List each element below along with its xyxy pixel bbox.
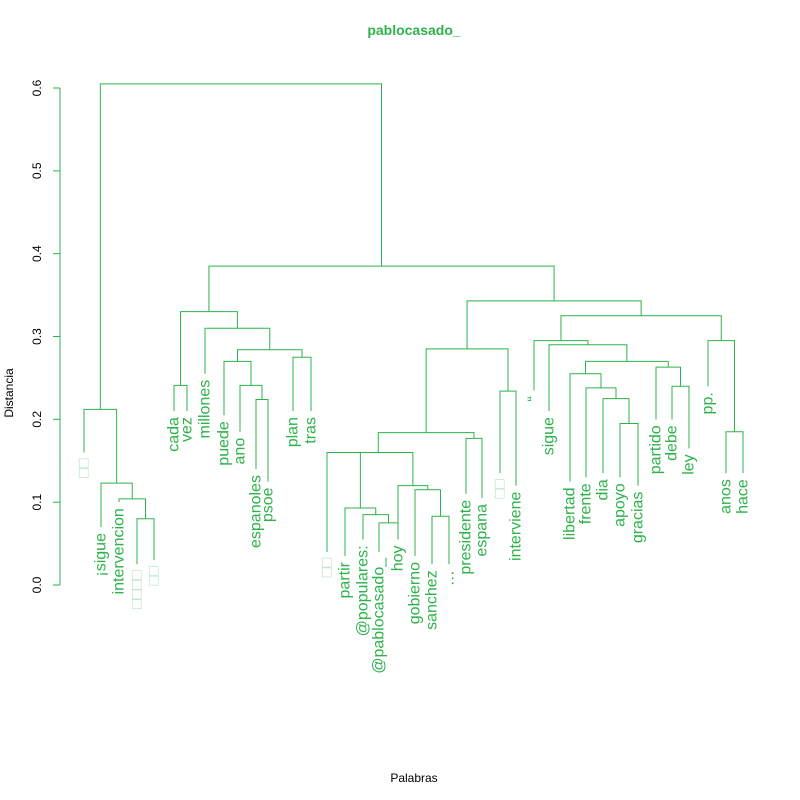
dendrogram-link: [619, 422, 639, 486]
dendrogram-link: [499, 390, 517, 486]
leaf-label: presidente: [458, 500, 475, 575]
y-tick-label: 0.0: [30, 576, 44, 593]
y-tick-label: 0.3: [30, 328, 44, 345]
leaf-label: “: [526, 396, 543, 401]
dendrogram-link: [725, 431, 744, 474]
dendrogram-link: [707, 340, 735, 432]
y-axis: 0.0 0.1 0.2 0.3 0.4 0.5 0.6: [30, 79, 61, 593]
dendrogram-link: [431, 515, 450, 565]
leaf-label: intervencion: [111, 508, 128, 594]
leaf-label: apoyo: [612, 483, 629, 527]
leaf-label: partido: [648, 425, 665, 474]
leaf-label: ano: [232, 438, 249, 465]
leaf-label: libertad: [562, 487, 579, 539]
dendrogram-link: [602, 398, 630, 474]
dendrogram-link: [208, 265, 555, 312]
leaf-label: espana: [474, 504, 491, 557]
y-axis-label: Distancia: [2, 368, 16, 418]
y-tick-label: 0.2: [30, 411, 44, 428]
leaf-label: millones: [197, 380, 214, 439]
dendrogram-link: [397, 485, 429, 540]
dendrogram-link: [255, 398, 269, 482]
dendrogram-link: [655, 366, 681, 420]
leaf-label: □□: [492, 479, 509, 499]
y-tick-label: 0.6: [30, 79, 44, 96]
leaf-label: gracias: [630, 492, 647, 544]
y-tick-label: 0.4: [30, 245, 44, 262]
dendrogram-link: [362, 514, 389, 540]
y-tick-label: 0.5: [30, 162, 44, 179]
leaf-label: anos: [718, 479, 735, 514]
leaf-label: puede: [216, 421, 233, 466]
dendrogram-link: [180, 311, 238, 386]
leaf-label: plan: [285, 417, 302, 447]
leaf-label: □□□□: [129, 570, 146, 609]
leaf-label: sanchez: [424, 570, 441, 630]
dendrogram-link: [223, 360, 252, 416]
leaf-label: ¡sigue: [93, 533, 110, 577]
dendrogram-link: [343, 451, 414, 486]
leaf-label: pp.: [700, 392, 717, 414]
dendrogram-link: [204, 327, 271, 374]
dendrogram-link: [465, 437, 483, 499]
dendrogram-link: [548, 344, 628, 412]
leaf-label: □□: [76, 458, 93, 478]
leaf-label: espanoles: [248, 475, 265, 548]
leaf-label: interviene: [508, 491, 525, 560]
leaf-label: partir: [337, 561, 354, 598]
x-axis-label: Palabras: [390, 771, 437, 785]
leaf-label: tras: [303, 417, 320, 444]
dendrogram-link: [99, 83, 383, 410]
leaf-label: @populares:: [355, 545, 372, 636]
dendrogram-link: [239, 384, 263, 432]
dendrogram-links: [83, 83, 744, 565]
dendrogram-link: [585, 387, 617, 478]
leaf-label: hace: [735, 479, 752, 514]
leaf-label: sigue: [541, 417, 558, 455]
leaf-label: @pablocasado_: [371, 557, 388, 674]
dendrogram-link: [425, 348, 509, 433]
leaf-label: □□: [319, 558, 336, 578]
dendrogram-link: [414, 489, 441, 557]
leaf-label: debe: [664, 425, 681, 461]
chart-title: pablocasado_: [367, 22, 461, 38]
leaf-label: gobierno: [407, 562, 424, 624]
leaf-label: dia: [595, 479, 612, 500]
dendrogram-link: [173, 384, 188, 412]
dendrogram-link: [237, 349, 303, 362]
y-tick-label: 0.1: [30, 494, 44, 511]
leaf-label: ley: [681, 454, 698, 474]
dendrogram-link: [136, 518, 155, 565]
leaf-label: frente: [578, 483, 595, 524]
dendrogram-link: [466, 300, 642, 349]
leaf-label: cada: [166, 417, 183, 452]
leaf-label: vez: [179, 417, 196, 442]
leaf-label: psoe: [260, 487, 277, 522]
dendrogram-link: [377, 432, 475, 453]
dendrogram-link: [560, 315, 722, 341]
leaf-label: □□: [146, 566, 163, 586]
leaf-label: …: [441, 570, 458, 586]
leaf-label: hoy: [390, 545, 407, 571]
dendrogram-link: [326, 451, 361, 552]
dendrogram-link: [292, 356, 312, 412]
dendrogram-link: [533, 340, 589, 391]
